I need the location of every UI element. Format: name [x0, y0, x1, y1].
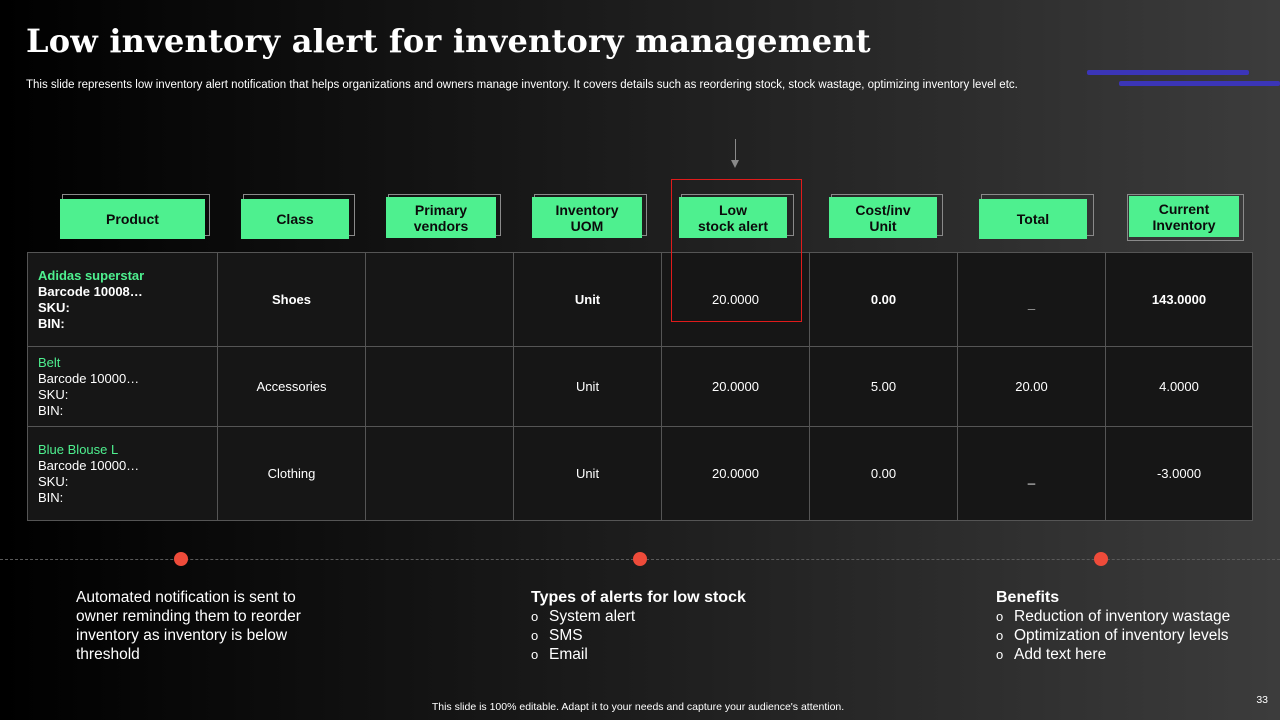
- decorative-line-top: [1087, 70, 1249, 75]
- cost-cell: 5.00: [809, 346, 958, 427]
- decorative-line-bottom: [1119, 81, 1280, 86]
- header-total-label: Total: [979, 199, 1087, 239]
- product-cell: Belt Barcode 10000… SKU: BIN:: [27, 346, 218, 427]
- page-number: 33: [1256, 694, 1268, 706]
- header-cost-inv-unit-label: Cost/inv Unit: [829, 197, 937, 238]
- uom-cell: Unit: [513, 346, 662, 427]
- note-benefits: Benefits o Reduction of inventory wastage…: [996, 588, 1266, 664]
- list-item: o SMS: [531, 626, 831, 645]
- header-inventory-uom-label: Inventory UOM: [532, 197, 642, 238]
- bullet-glyph: o: [531, 628, 539, 643]
- bullet-glyph: o: [531, 647, 539, 662]
- list-item: o Add text here: [996, 645, 1266, 664]
- class-cell: Shoes: [217, 252, 366, 347]
- benefits-list: o Reduction of inventory wastage o Optimiz…: [996, 607, 1266, 664]
- uom-cell: Unit: [513, 426, 662, 521]
- header-current-inventory-label: Current Inventory: [1129, 196, 1239, 237]
- current-inventory-cell: -3.0000: [1105, 426, 1253, 521]
- list-item: o Email: [531, 645, 831, 664]
- product-name: Belt: [38, 354, 61, 370]
- product-sku: SKU:: [38, 386, 69, 402]
- list-item-text: SMS: [549, 627, 583, 644]
- table-row: Belt Barcode 10000… SKU: BIN: Accessorie…: [27, 346, 1253, 427]
- timeline-dot-1: [174, 552, 188, 566]
- total-cell: _: [957, 426, 1106, 521]
- inventory-table: Adidas superstar Barcode 10008… SKU: BIN…: [27, 252, 1253, 521]
- product-sku: SKU:: [38, 473, 69, 489]
- cost-cell: 0.00: [809, 426, 958, 521]
- current-inventory-cell: 4.0000: [1105, 346, 1253, 427]
- bullet-glyph: o: [996, 609, 1004, 624]
- note-benefits-heading: Benefits: [996, 589, 1060, 606]
- low-stock-cell: 20.0000: [661, 426, 810, 521]
- vendor-cell: [365, 252, 514, 347]
- list-item: o Reduction of inventory wastage: [996, 607, 1266, 626]
- class-cell: Clothing: [217, 426, 366, 521]
- timeline-dot-2: [633, 552, 647, 566]
- low-stock-cell: 20.0000: [661, 346, 810, 427]
- product-bin: BIN:: [38, 489, 64, 505]
- slide-footer: This slide is 100% editable. Adapt it to…: [431, 701, 845, 713]
- product-cell: Blue Blouse L Barcode 10000… SKU: BIN:: [27, 426, 218, 521]
- header-product-label: Product: [60, 199, 205, 239]
- list-item-text: Add text here: [1014, 646, 1107, 663]
- bullet-glyph: o: [996, 647, 1004, 662]
- list-item-text: Reduction of inventory wastage: [1014, 608, 1231, 625]
- note-automated-notification: Automated notification is sent to owner …: [76, 589, 301, 663]
- class-cell: Accessories: [217, 346, 366, 427]
- table-row: Adidas superstar Barcode 10008… SKU: BIN…: [27, 252, 1253, 347]
- alert-types-list: o System alert o SMS o Email: [531, 607, 831, 664]
- bullet-glyph: o: [531, 609, 539, 624]
- slide-title: Low inventory alert for inventory manage…: [26, 22, 871, 60]
- list-item-text: System alert: [549, 608, 636, 625]
- total-cell: 20.00: [957, 346, 1106, 427]
- product-cell: Adidas superstar Barcode 10008… SKU: BIN…: [27, 252, 218, 347]
- note-alert-types: Types of alerts for low stock o System al…: [531, 588, 831, 664]
- uom-cell: Unit: [513, 252, 662, 347]
- list-item: o System alert: [531, 607, 831, 626]
- product-bin: BIN:: [38, 315, 65, 331]
- timeline-dot-3: [1094, 552, 1108, 566]
- list-item: o Optimization of inventory levels: [996, 626, 1266, 645]
- note-alert-types-heading: Types of alerts for low stock: [531, 589, 746, 606]
- current-inventory-cell: 143.0000: [1105, 252, 1253, 347]
- table-row: Blue Blouse L Barcode 10000… SKU: BIN: C…: [27, 426, 1253, 521]
- total-cell: _: [957, 252, 1106, 347]
- bullet-glyph: o: [996, 628, 1004, 643]
- header-low-stock-alert-label: Low stock alert: [679, 197, 787, 238]
- cost-cell: 0.00: [809, 252, 958, 347]
- header-class-label: Class: [241, 199, 349, 239]
- header-primary-vendors-label: Primary vendors: [386, 197, 496, 238]
- vendor-cell: [365, 346, 514, 427]
- product-sku: SKU:: [38, 299, 70, 315]
- product-barcode: Barcode 10000…: [38, 457, 140, 473]
- pointer-arrow-shaft: [735, 139, 736, 163]
- product-name: Blue Blouse L: [38, 441, 119, 457]
- product-bin: BIN:: [38, 402, 64, 418]
- slide-subtitle: This slide represents low inventory aler…: [26, 79, 1018, 91]
- product-name: Adidas superstar: [38, 267, 145, 283]
- vendor-cell: [365, 426, 514, 521]
- low-stock-cell: 20.0000: [661, 252, 810, 347]
- product-barcode: Barcode 10008…: [38, 283, 143, 299]
- list-item-text: Optimization of inventory levels: [1014, 627, 1229, 644]
- list-item-text: Email: [549, 646, 588, 663]
- product-barcode: Barcode 10000…: [38, 370, 140, 386]
- pointer-arrow-head: [731, 160, 739, 168]
